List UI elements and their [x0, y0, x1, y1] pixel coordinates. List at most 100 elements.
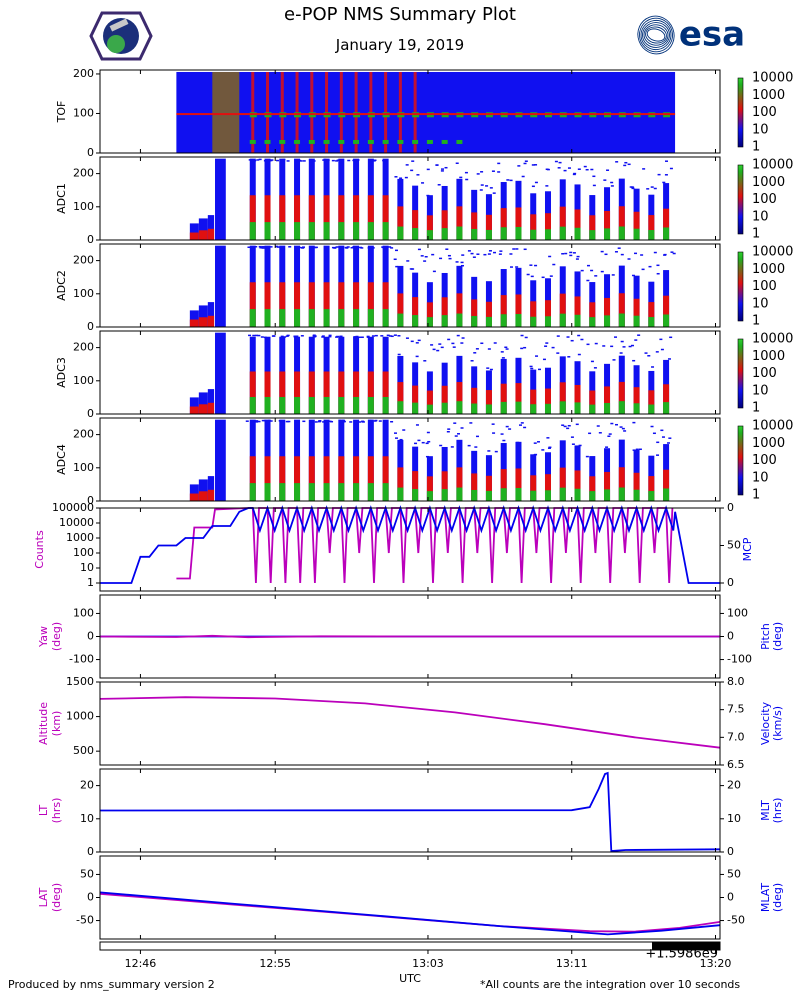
velocity-axis-label: Velocity	[759, 701, 772, 745]
adc-speckle	[430, 344, 434, 346]
adc-speckle	[461, 264, 465, 267]
adc-pulse-green	[264, 222, 271, 240]
adc-speckle	[411, 160, 415, 162]
adc-speckle	[640, 254, 644, 256]
adc-speckle	[473, 352, 477, 354]
mlat-axis-label-units: (deg)	[771, 883, 784, 912]
adc-speckle	[492, 432, 496, 434]
adc-pulse-green	[485, 490, 492, 501]
adc-speckle	[590, 360, 594, 363]
adc-speckle	[497, 162, 501, 165]
adc-pulse-red	[264, 456, 271, 501]
adc-speckle	[566, 427, 570, 430]
adc-pulse-green	[500, 227, 507, 240]
adc-speckle	[634, 339, 638, 341]
adc-speckle	[476, 253, 480, 255]
pitch-tick-label: -100	[727, 653, 752, 666]
tof-line-30	[397, 139, 404, 144]
adc-speckle	[339, 159, 343, 161]
adc-speckle	[489, 368, 493, 371]
adc-speckle	[619, 352, 623, 354]
adc-early-red	[207, 402, 215, 414]
adc-pulse-red	[264, 371, 271, 414]
altitude-axis-label: Altitude	[37, 702, 50, 745]
adc-pulse-green	[308, 396, 315, 414]
lat-panel-frame	[99, 855, 721, 940]
adc-speckle	[546, 437, 550, 439]
adc-speckle	[594, 275, 598, 277]
adc-speckle	[606, 169, 610, 171]
adc-speckle	[359, 246, 363, 249]
adc-speckle	[253, 159, 257, 162]
spectrogram-ytick-label: 100	[73, 200, 94, 213]
adc-pulse-red	[441, 210, 448, 240]
adc-pulse-red	[264, 195, 271, 240]
adc-speckle	[286, 160, 290, 162]
adc-pulse-green	[559, 401, 566, 414]
adc-pulse-red	[633, 387, 640, 414]
adc-speckle	[414, 442, 418, 445]
adc-pulse-red	[441, 471, 448, 501]
spectrogram-ytick-label: 200	[73, 167, 94, 180]
adc-pulse-red	[412, 385, 419, 414]
adc-speckle	[520, 347, 524, 350]
spectrogram-adc2	[189, 245, 676, 327]
adc-speckle	[439, 444, 443, 447]
adc-speckle	[523, 248, 527, 251]
adc-speckle	[283, 336, 287, 338]
adc-speckle	[261, 247, 265, 249]
adc-pulse-red	[604, 297, 611, 327]
adc-speckle	[417, 248, 421, 251]
velocity-tick-label: 7.0	[727, 730, 745, 743]
colorbar-tick-label: 1000	[752, 436, 785, 451]
adc-speckle	[660, 429, 664, 432]
adc-pulse-red	[663, 384, 670, 414]
adc-pulse-green	[382, 396, 389, 414]
adc-pulse-red	[663, 208, 670, 240]
adc-speckle	[322, 159, 326, 161]
adc-speckle	[509, 179, 513, 182]
colorbar-tick-label: 10000	[752, 158, 793, 173]
adc-early-red	[198, 404, 208, 414]
adc-speckle	[662, 181, 666, 184]
adc-speckle	[651, 366, 655, 368]
adc-pulse-red	[412, 297, 419, 327]
lat-tick-label: 50	[80, 867, 94, 880]
adc-pulse-green	[426, 230, 433, 240]
colorbar-tick-label: 1	[752, 401, 760, 416]
adc-speckle	[666, 442, 670, 444]
adc-pulse-red	[382, 282, 389, 327]
adc-speckle	[328, 334, 332, 337]
adc-pulse-red	[338, 195, 345, 240]
adc-speckle	[523, 426, 527, 429]
colorbar-tick-label: 100	[752, 105, 777, 120]
adc-pulse-green	[249, 222, 256, 240]
adc-early-red	[198, 491, 208, 501]
adc-pulse-red	[515, 383, 522, 414]
adc-speckle	[536, 441, 540, 443]
adc-speckle	[460, 261, 464, 264]
adc-pulse-green	[323, 222, 330, 240]
altitude-tick-label: 500	[73, 744, 94, 757]
spectrogram-ytick-label: 200	[73, 67, 94, 80]
colorbar-tick-label: 100	[752, 366, 777, 381]
adc-pulse-red	[456, 206, 463, 240]
adc-pulse-red	[294, 456, 301, 501]
esa-logo	[637, 15, 675, 55]
adc-speckle	[621, 427, 625, 430]
adc-pulse-red	[456, 293, 463, 327]
adc-speckle	[480, 184, 484, 186]
colorbar-tick-label: 1000	[752, 349, 785, 364]
adc-pulse-green	[279, 396, 286, 414]
adc-speckle	[533, 442, 537, 444]
adc-speckle	[664, 174, 668, 176]
tof-line-30	[367, 139, 374, 144]
adc-speckle	[632, 421, 636, 424]
adc-speckle	[604, 253, 608, 256]
adc-speckle	[350, 246, 354, 249]
adc-speckle	[544, 345, 548, 347]
adc-pulse-red	[397, 206, 404, 240]
adc-speckle	[531, 185, 535, 188]
adc-early-red	[198, 317, 208, 327]
adc-pulse-green	[279, 222, 286, 240]
